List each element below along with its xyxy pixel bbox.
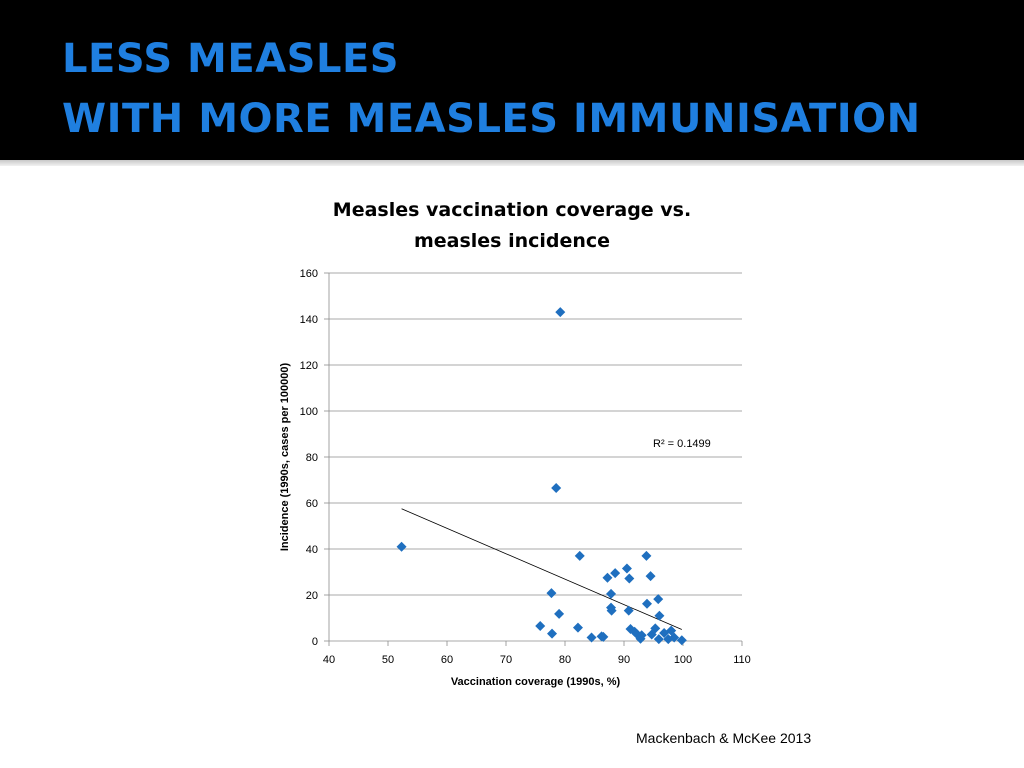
data-point	[554, 608, 565, 619]
data-point	[654, 610, 665, 621]
data-point	[586, 632, 597, 643]
y-tick-label: 100	[300, 406, 318, 418]
y-tick-label: 20	[306, 590, 318, 602]
data-point	[642, 598, 653, 609]
chart-title-line2: measles incidence	[413, 230, 611, 252]
data-point	[551, 483, 562, 494]
data-point	[621, 563, 632, 574]
data-point	[653, 594, 664, 605]
data-point	[645, 571, 656, 582]
data-point	[676, 635, 687, 646]
x-tick-label: 50	[382, 654, 394, 666]
slide-header: LESS MEASLES WITH MORE MEASLES IMMUNISAT…	[0, 0, 1024, 160]
y-tick-label: 40	[306, 544, 318, 556]
data-point	[623, 605, 634, 616]
x-tick-label: 60	[441, 654, 453, 666]
y-axis-title: Incidence (1990s, cases per 100000)	[279, 362, 291, 551]
slide-title-line2: WITH MORE MEASLES IMMUNISATION	[62, 96, 921, 142]
y-tick-label: 160	[300, 268, 318, 280]
data-point	[669, 632, 680, 643]
data-point	[653, 634, 664, 645]
y-tick-label: 0	[312, 636, 318, 648]
data-point	[636, 630, 647, 641]
data-point	[624, 573, 635, 584]
y-tick-label: 60	[306, 498, 318, 510]
r-squared-label: R² = 0.1499	[653, 438, 711, 450]
x-tick-label: 70	[500, 654, 512, 666]
y-tick-label: 80	[306, 452, 318, 464]
x-tick-label: 110	[733, 654, 751, 666]
y-tick-label: 140	[300, 314, 318, 326]
x-tick-label: 40	[323, 654, 335, 666]
chart-title-line1: Measles vaccination coverage vs.	[332, 199, 692, 221]
data-point	[555, 307, 566, 318]
data-point	[650, 623, 661, 634]
x-tick-label: 100	[674, 654, 692, 666]
data-point	[602, 572, 613, 583]
header-divider	[0, 160, 1024, 166]
data-point	[574, 550, 585, 561]
slide-title-line1: LESS MEASLES	[62, 36, 400, 82]
y-tick-label: 120	[300, 360, 318, 372]
citation: Mackenbach & McKee 2013	[636, 730, 812, 746]
trendline	[401, 508, 682, 630]
data-point	[396, 541, 407, 552]
data-point	[535, 621, 546, 632]
data-point	[547, 628, 558, 639]
data-point	[641, 550, 652, 561]
data-point	[598, 631, 609, 642]
data-point	[610, 568, 621, 579]
x-tick-label: 80	[559, 654, 571, 666]
x-axis-title: Vaccination coverage (1990s, %)	[451, 676, 621, 688]
data-point	[606, 605, 617, 616]
data-point	[606, 588, 617, 599]
x-tick-label: 90	[618, 654, 630, 666]
data-point	[572, 622, 583, 633]
data-point	[546, 588, 557, 599]
